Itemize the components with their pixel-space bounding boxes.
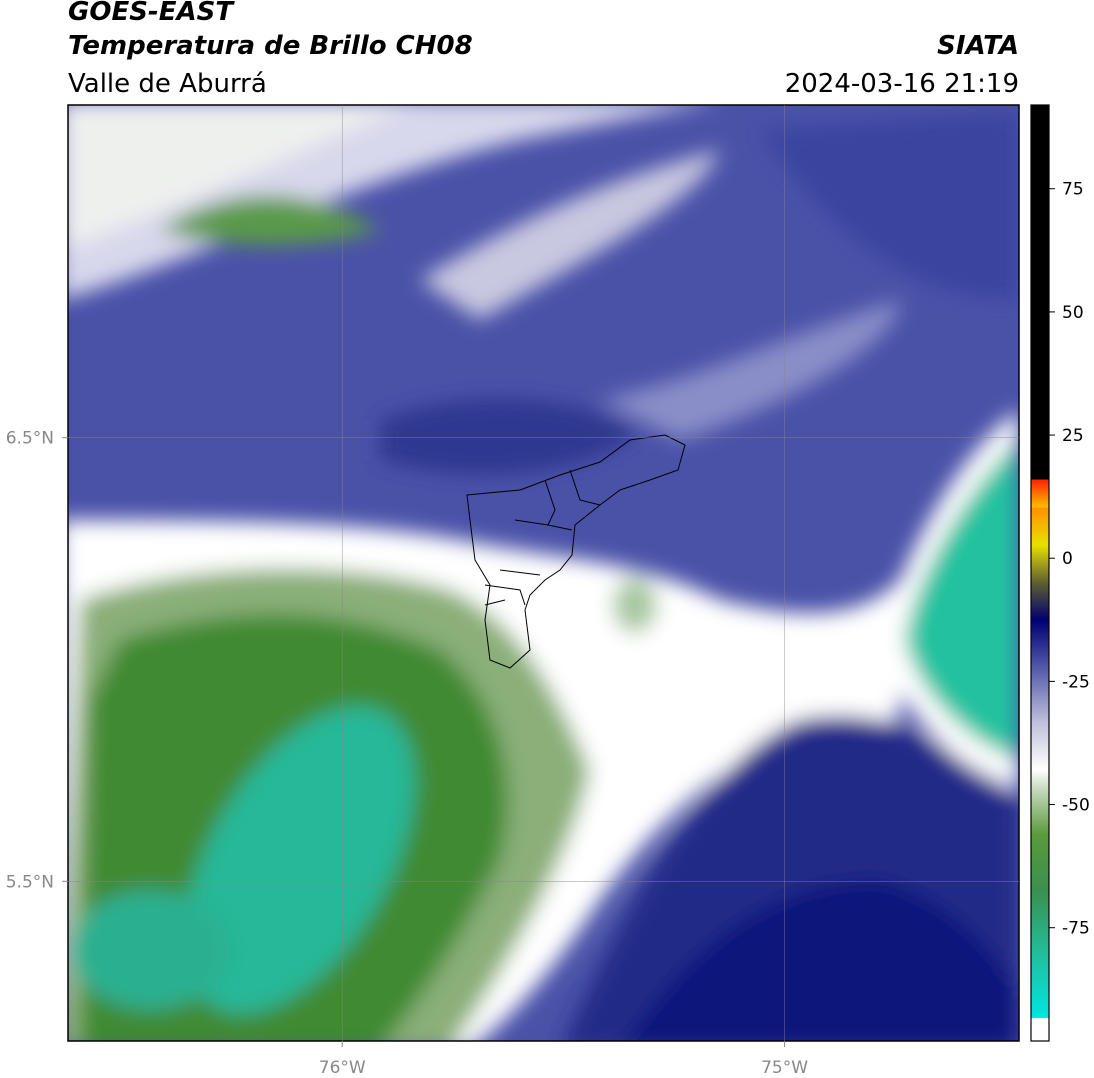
title: GOES-EAST (68, 0, 235, 27)
y-tick-label: 5.5°N (6, 872, 54, 892)
colorbar-tick-label: -50 (1062, 796, 1090, 816)
colorbar-tick-label: -25 (1062, 672, 1090, 692)
colorbar-tick-label: -75 (1062, 919, 1090, 939)
timestamp: 2024-03-16 21:19 (785, 69, 1019, 99)
colorbar-tick-label: 25 (1062, 426, 1084, 446)
map-frame (67, 104, 1020, 1042)
colorbar-tick-label: 50 (1062, 303, 1084, 323)
source: SIATA (937, 31, 1019, 61)
colorbar (1030, 104, 1050, 1042)
x-tick-label: 75°W (761, 1058, 808, 1078)
colorbar-tick-label: 75 (1062, 180, 1084, 200)
x-tick-label: 76°W (319, 1058, 366, 1078)
subtitle: Temperatura de Brillo CH08 (68, 31, 473, 61)
y-tick-label: 6.5°N (6, 429, 54, 449)
region: Valle de Aburrá (68, 69, 267, 99)
colorbar-tick-label: 0 (1062, 549, 1073, 569)
map-image (68, 105, 1019, 1041)
